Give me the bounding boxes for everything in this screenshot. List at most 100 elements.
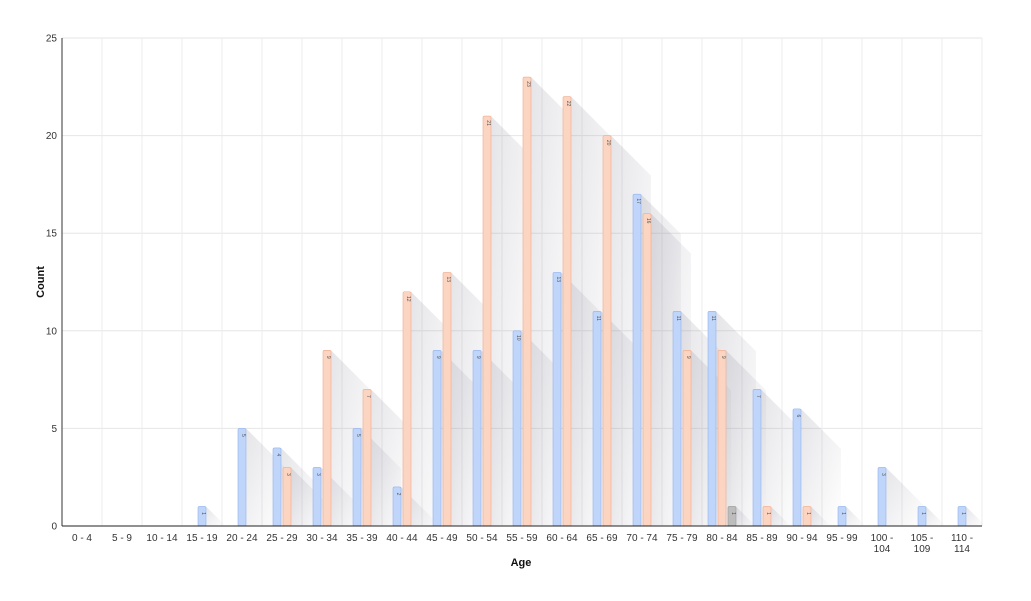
bar-shadow bbox=[206, 506, 226, 526]
x-tick-label: 35 - 39 bbox=[346, 533, 378, 544]
bar-value-label: 11 bbox=[710, 316, 716, 321]
x-tick-label: 60 - 64 bbox=[546, 533, 578, 544]
bar-shadow bbox=[846, 506, 866, 526]
bar bbox=[562, 96, 572, 527]
bar-shadow bbox=[811, 506, 831, 526]
bar-value-label: 17 bbox=[635, 198, 641, 204]
bar bbox=[592, 310, 602, 527]
x-axis-title: Age bbox=[511, 557, 532, 569]
bar-shadow bbox=[761, 389, 801, 526]
bar-value-label: 7 bbox=[755, 395, 761, 398]
bar-value-label: 3 bbox=[285, 473, 291, 476]
bar-shadow bbox=[801, 408, 841, 526]
x-tick-label: 0 - 4 bbox=[72, 533, 92, 544]
bar bbox=[762, 506, 772, 527]
y-axis-title: Count bbox=[35, 266, 47, 298]
x-tick-label: 105 -109 bbox=[911, 533, 934, 555]
bar bbox=[482, 115, 492, 527]
x-tick-label: 110 -114 bbox=[951, 533, 973, 555]
y-tick-label: 20 bbox=[46, 131, 58, 142]
bar-value-label: 9 bbox=[685, 356, 691, 359]
x-tick-label: 50 - 54 bbox=[466, 533, 498, 544]
x-tick-label: 25 - 29 bbox=[266, 533, 298, 544]
bar bbox=[802, 506, 812, 527]
bar-value-label: 13 bbox=[555, 276, 561, 282]
x-tick-label: 90 - 94 bbox=[786, 533, 818, 544]
bar-value-label: 12 bbox=[405, 296, 411, 302]
bar bbox=[352, 428, 362, 527]
bar bbox=[362, 389, 372, 527]
x-tick-label: 95 - 99 bbox=[826, 533, 858, 544]
bar bbox=[752, 389, 762, 527]
bar bbox=[312, 467, 322, 527]
bar bbox=[727, 506, 737, 527]
bar-value-label: 1 bbox=[960, 512, 966, 515]
bar bbox=[792, 408, 802, 527]
bar-value-label: 1 bbox=[920, 512, 926, 515]
bar bbox=[432, 350, 442, 527]
bar bbox=[877, 467, 887, 527]
bar-value-label: 11 bbox=[675, 316, 681, 321]
x-tick-label: 30 - 34 bbox=[306, 533, 338, 544]
x-tick-label: 75 - 79 bbox=[666, 533, 698, 544]
bar bbox=[552, 271, 562, 527]
bar-value-label: 2 bbox=[395, 493, 401, 496]
bar-value-label: 1 bbox=[840, 512, 846, 515]
x-tick-label: 45 - 49 bbox=[426, 533, 458, 544]
bar bbox=[837, 506, 847, 527]
bar bbox=[672, 310, 682, 527]
bar-shadow bbox=[966, 506, 986, 526]
bar-value-label: 5 bbox=[240, 434, 246, 437]
bar bbox=[402, 291, 412, 527]
bar-value-label: 10 bbox=[515, 335, 521, 341]
y-tick-label: 0 bbox=[51, 522, 57, 533]
bar-shadow bbox=[926, 506, 946, 526]
bar-value-label: 7 bbox=[365, 395, 371, 398]
bar bbox=[237, 428, 247, 527]
bar bbox=[707, 310, 717, 527]
bar-value-label: 11 bbox=[595, 316, 601, 321]
bar-value-label: 23 bbox=[525, 81, 531, 87]
x-tick-label: 40 - 44 bbox=[386, 533, 418, 544]
bar bbox=[717, 350, 727, 527]
bar-value-label: 6 bbox=[795, 414, 801, 417]
x-tick-label: 100 -104 bbox=[871, 533, 894, 555]
bar bbox=[642, 213, 652, 527]
bar bbox=[512, 330, 522, 527]
bar-value-label: 1 bbox=[805, 512, 811, 515]
y-tick-label: 10 bbox=[46, 326, 58, 337]
bar bbox=[197, 506, 207, 527]
x-tick-label: 70 - 74 bbox=[626, 533, 658, 544]
bar-value-label: 3 bbox=[315, 473, 321, 476]
bar-value-label: 9 bbox=[475, 356, 481, 359]
x-tick-label: 10 - 14 bbox=[146, 533, 178, 544]
bar-shadow bbox=[886, 467, 926, 526]
x-tick-label: 85 - 89 bbox=[746, 533, 778, 544]
bar bbox=[682, 350, 692, 527]
bar-shadow bbox=[771, 506, 791, 526]
bar bbox=[522, 76, 532, 527]
bar-value-label: 1 bbox=[765, 512, 771, 515]
x-tick-label: 5 - 9 bbox=[112, 533, 132, 544]
bar bbox=[282, 467, 292, 527]
y-tick-label: 15 bbox=[46, 229, 58, 240]
bar bbox=[602, 135, 612, 527]
bar-value-label: 3 bbox=[880, 473, 886, 476]
bar-value-label: 9 bbox=[325, 356, 331, 359]
x-tick-label: 65 - 69 bbox=[586, 533, 618, 544]
y-tick-label: 5 bbox=[51, 424, 57, 435]
bar bbox=[472, 350, 482, 527]
x-tick-label: 20 - 24 bbox=[226, 533, 258, 544]
bar bbox=[632, 193, 642, 527]
bar bbox=[322, 350, 332, 527]
x-tick-label: 15 - 19 bbox=[186, 533, 218, 544]
bar-value-label: 16 bbox=[645, 218, 651, 224]
bar-value-label: 20 bbox=[605, 140, 611, 146]
bar bbox=[272, 447, 282, 527]
bar-value-label: 4 bbox=[275, 454, 281, 457]
bar-value-label: 13 bbox=[445, 276, 451, 282]
bar bbox=[957, 506, 967, 527]
bar-value-label: 9 bbox=[435, 356, 441, 359]
bar-shadow bbox=[736, 506, 756, 526]
